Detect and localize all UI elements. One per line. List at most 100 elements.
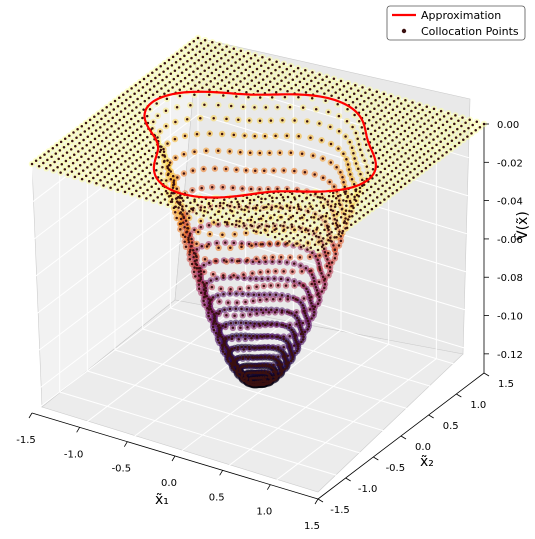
collocation-point [394, 113, 398, 117]
collocation-point [339, 234, 343, 238]
collocation-point [276, 363, 279, 367]
collocation-point [279, 277, 283, 281]
collocation-point [292, 70, 296, 73]
collocation-point [267, 376, 270, 379]
collocation-point [100, 117, 103, 121]
x-tick-label: -1.0 [64, 449, 84, 460]
collocation-point [166, 203, 170, 207]
collocation-point [232, 363, 236, 367]
collocation-point [178, 88, 182, 91]
collocation-point [223, 62, 226, 65]
collocation-point [279, 224, 282, 227]
collocation-point [258, 151, 262, 155]
collocation-point [194, 84, 197, 87]
collocation-point [115, 166, 119, 169]
collocation-point [193, 266, 196, 269]
collocation-point [323, 277, 327, 281]
collocation-point [381, 184, 384, 188]
collocation-point [280, 309, 284, 312]
collocation-point [273, 224, 277, 228]
collocation-point [118, 171, 122, 175]
collocation-point [324, 254, 328, 258]
collocation-point [397, 149, 400, 153]
collocation-point [425, 136, 428, 139]
collocation-point [280, 79, 283, 82]
collocation-point [237, 66, 240, 70]
collocation-point [376, 112, 379, 116]
collocation-point [275, 375, 279, 378]
collocation-point [216, 218, 220, 222]
collocation-point [255, 376, 258, 380]
collocation-point [279, 87, 282, 91]
collocation-point [244, 205, 248, 208]
collocation-point [442, 145, 445, 149]
collocation-point [450, 139, 454, 143]
collocation-point [218, 300, 221, 303]
collocation-point [329, 125, 332, 129]
collocation-point [220, 215, 224, 219]
collocation-point [235, 334, 238, 337]
collocation-point [244, 231, 248, 235]
collocation-point [252, 229, 255, 232]
collocation-point [285, 261, 289, 264]
collocation-point [159, 201, 162, 204]
collocation-point [311, 304, 314, 308]
collocation-point [165, 179, 168, 182]
collocation-point [163, 198, 167, 201]
collocation-point [260, 197, 263, 201]
collocation-point [284, 212, 287, 216]
collocation-point [285, 204, 289, 207]
x-tick-mark [219, 470, 224, 476]
collocation-point [308, 224, 312, 227]
collocation-point [323, 286, 326, 290]
collocation-point [403, 129, 407, 133]
x-tick-label: -1.5 [16, 435, 36, 446]
collocation-point [276, 346, 280, 349]
collocation-point [399, 102, 403, 105]
y-tick-mark [317, 498, 324, 503]
collocation-point [226, 354, 230, 358]
collocation-point [284, 339, 288, 342]
collocation-point [229, 246, 232, 250]
collocation-point [247, 380, 250, 384]
collocation-point [270, 206, 274, 209]
collocation-point [245, 196, 249, 200]
collocation-point [418, 103, 421, 106]
y-tick-mark [345, 477, 351, 482]
collocation-point [240, 307, 243, 311]
collocation-point [337, 244, 341, 247]
collocation-point [225, 45, 228, 48]
collocation-point [277, 210, 280, 214]
collocation-point [99, 178, 102, 182]
collocation-point [339, 193, 342, 197]
collocation-point [284, 362, 287, 365]
collocation-point [265, 335, 269, 338]
collocation-point [319, 201, 323, 204]
collocation-point [265, 205, 268, 209]
collocation-point [226, 358, 229, 361]
z-tick-label: -0.06 [497, 235, 523, 246]
collocation-point [400, 124, 404, 127]
collocation-point [245, 307, 249, 311]
collocation-point [64, 159, 68, 163]
collocation-point [313, 243, 317, 246]
collocation-point [245, 377, 249, 380]
collocation-point [187, 51, 190, 55]
collocation-point [237, 375, 241, 378]
collocation-point [359, 208, 362, 212]
collocation-point [220, 56, 223, 60]
collocation-point [380, 162, 384, 165]
collocation-point [195, 212, 198, 215]
collocation-point [190, 207, 193, 210]
collocation-point [105, 158, 109, 162]
collocation-point [217, 326, 221, 330]
collocation-point [224, 241, 227, 244]
collocation-point [369, 132, 373, 136]
collocation-point [272, 355, 275, 358]
collocation-point [244, 321, 248, 325]
collocation-point [181, 213, 184, 216]
collocation-point [381, 153, 385, 157]
collocation-point [154, 76, 157, 80]
collocation-point [203, 205, 207, 209]
